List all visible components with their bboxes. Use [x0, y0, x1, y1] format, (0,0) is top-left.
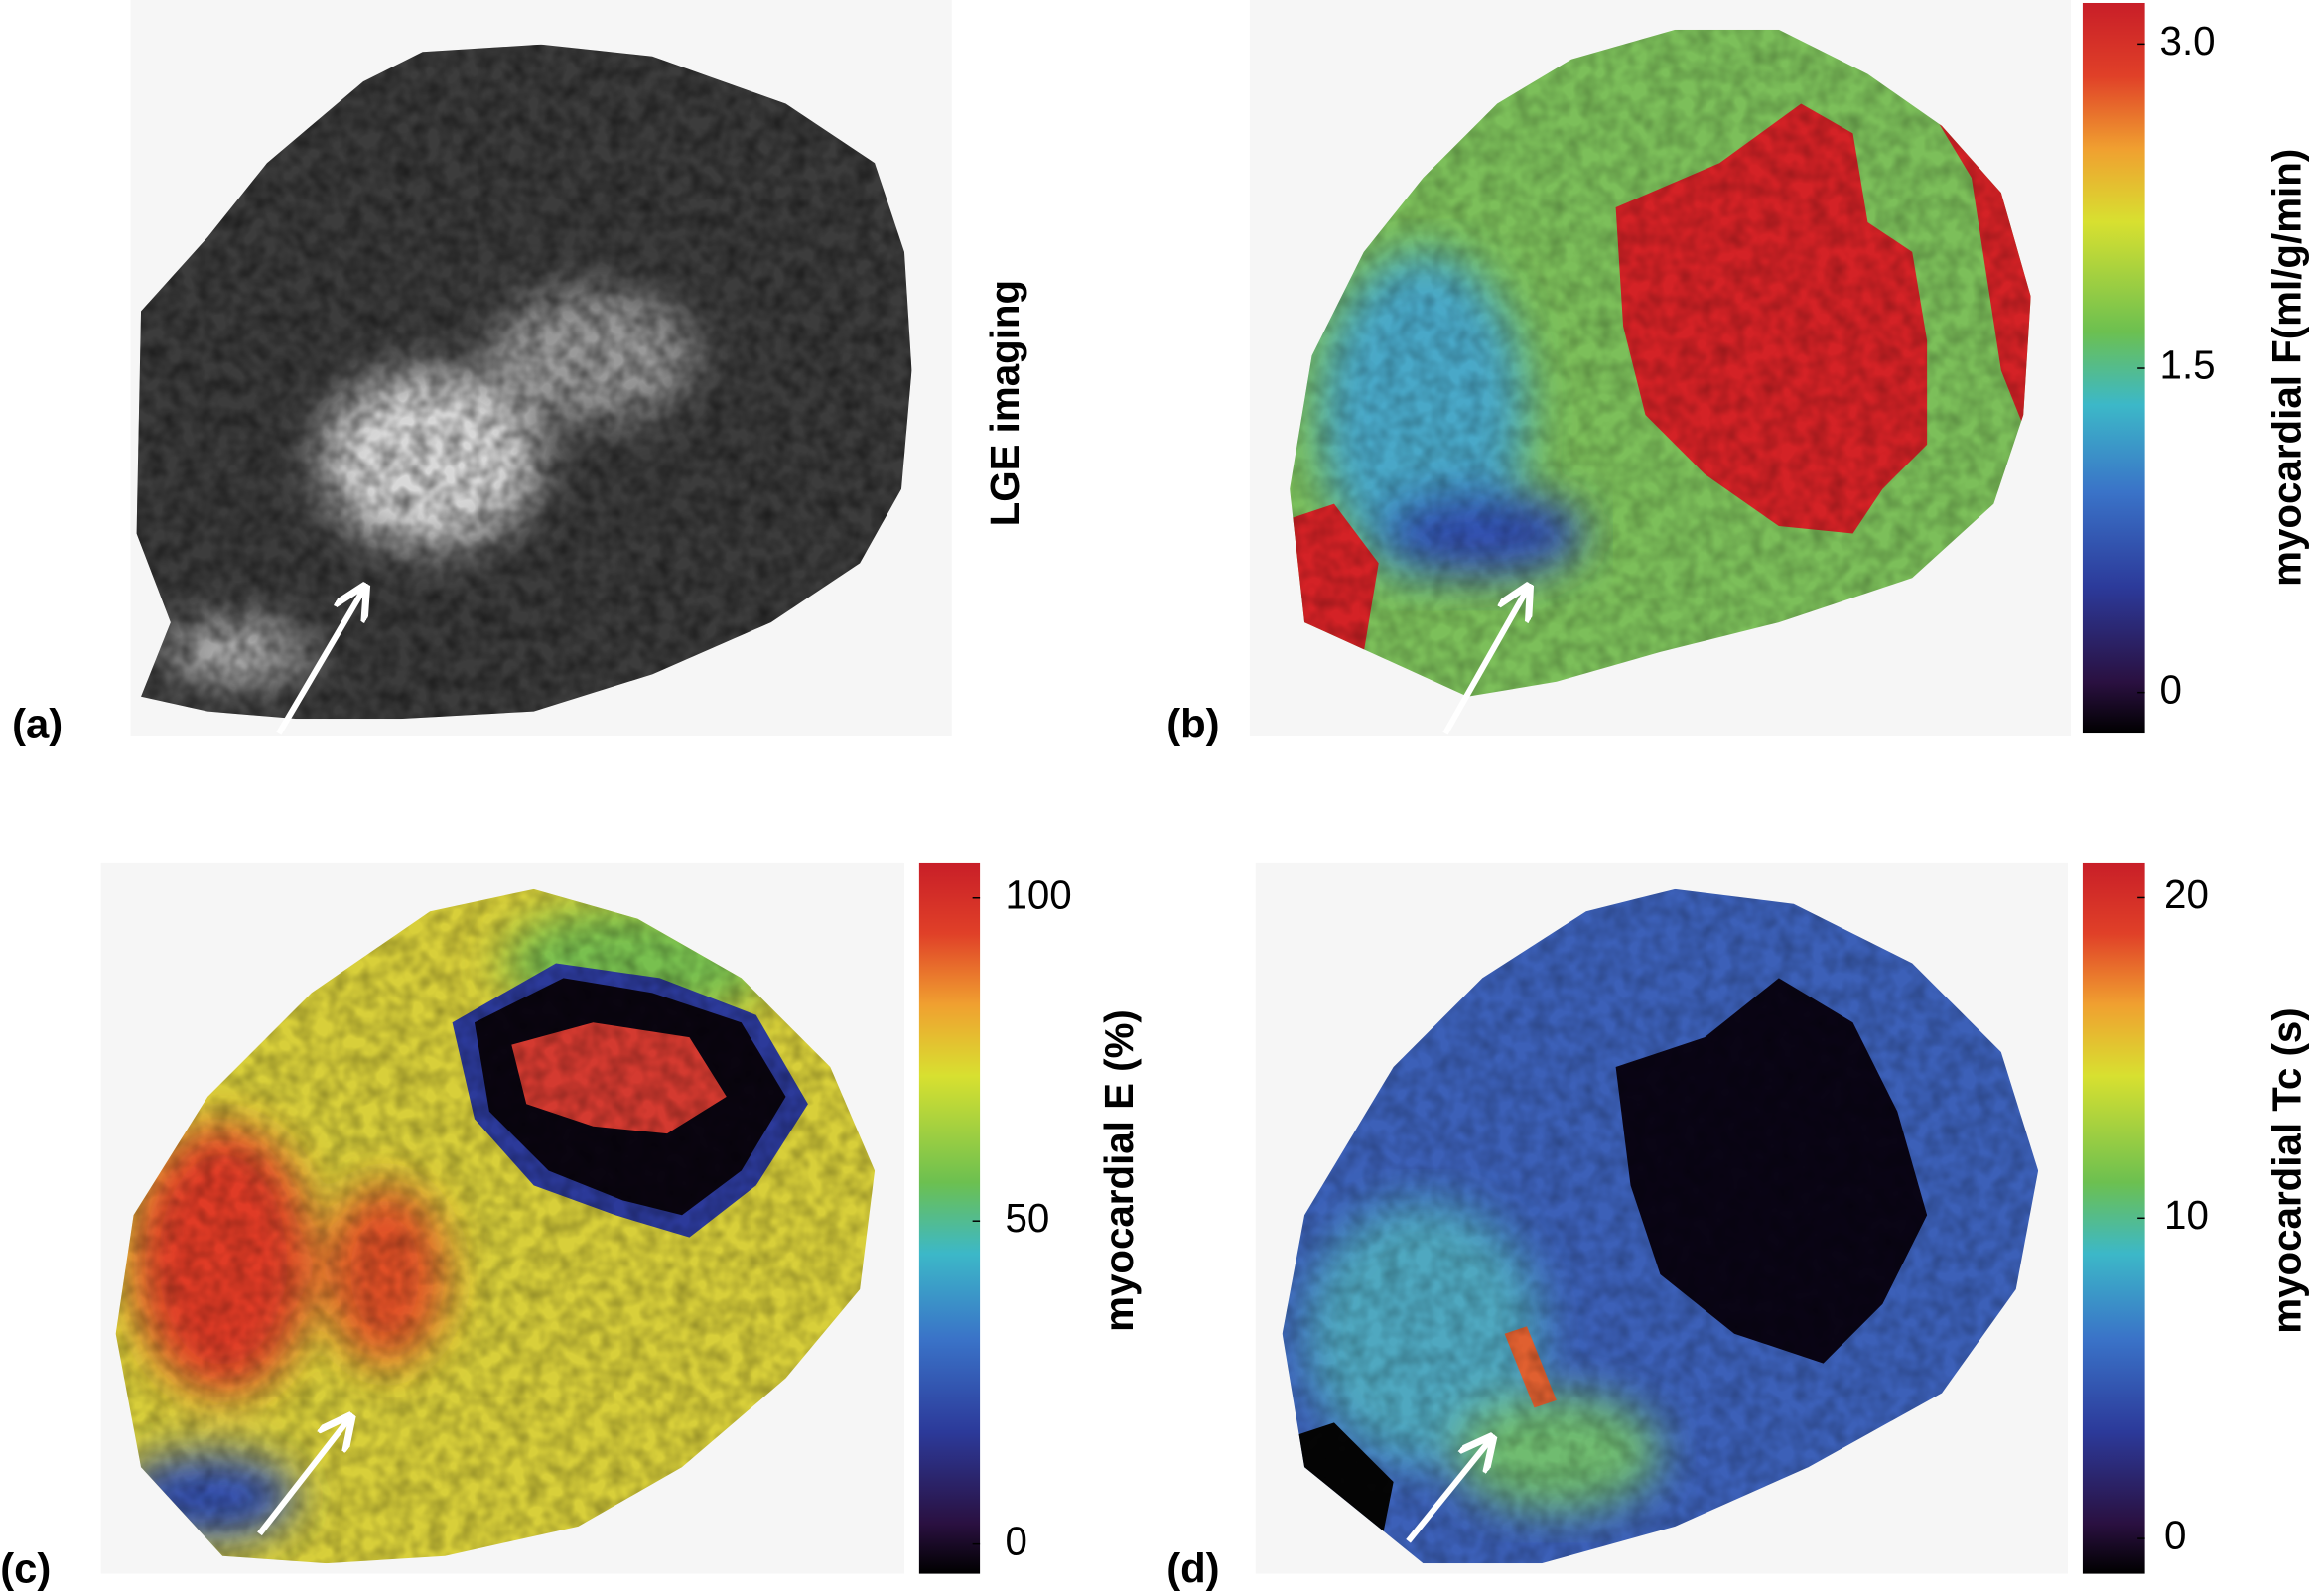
panel-label: (d): [1166, 1545, 1219, 1592]
arrow: [276, 590, 363, 735]
panel-label: (b): [1166, 701, 1219, 747]
colorbar-tick-label: 20: [2164, 872, 2209, 917]
panel-title: LGE imaging: [983, 280, 1027, 527]
colorbar: [2082, 2, 2145, 734]
colorbar-tick-label: 1.5: [2160, 343, 2216, 388]
colorbar-tick-label: 0: [2164, 1514, 2186, 1558]
colorbar-tick-label: 0: [1005, 1519, 1026, 1563]
arrow: [1406, 1440, 1490, 1543]
colorbar-label: myocardial F(ml/g/min): [2265, 149, 2310, 587]
colorbar-label: myocardial E (%): [1097, 1009, 1142, 1332]
panel-a: (a) LGE imaging: [12, 0, 1027, 747]
colorbar-label: myocardial Tc (s): [2265, 1007, 2310, 1333]
colorbar-tick-label: 100: [1005, 872, 1071, 917]
colorbar: [918, 862, 981, 1574]
panel-d: (d) myocardial Tc (s): [1166, 862, 2310, 1592]
colorbar-tick-label: 0: [2160, 667, 2182, 712]
panel-label: (c): [0, 1545, 51, 1592]
colorbar-tick-label: 10: [2164, 1193, 2209, 1238]
panel-c: (c) myocardial E (%): [0, 862, 1142, 1592]
colorbar-tick-label: 3.0: [2160, 19, 2216, 64]
arrow: [257, 1419, 348, 1536]
colorbar: [2082, 862, 2145, 1574]
panel-b: (b) myocardial F(ml/g/min): [1166, 0, 2310, 747]
arrow: [1442, 590, 1527, 735]
colorbar-tick-label: 50: [1005, 1196, 1049, 1241]
panel-label: (a): [12, 701, 63, 747]
